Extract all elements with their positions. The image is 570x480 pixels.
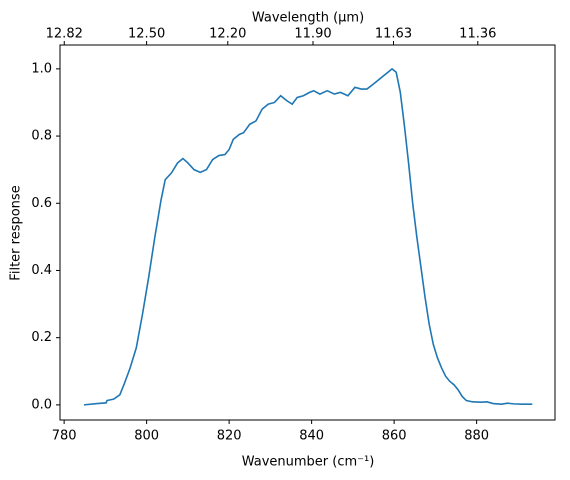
- x-axis-label: Wavenumber (cm⁻¹): [242, 455, 375, 470]
- x2-axis-label: Wavelength (μm): [252, 11, 364, 26]
- x2-tick-label: 11.63: [375, 27, 412, 42]
- x-tick-label: 880: [464, 429, 489, 444]
- y-tick-label: 0.2: [31, 330, 52, 345]
- y-tick-label: 0.8: [31, 129, 52, 144]
- line: [83, 67, 533, 406]
- x2-tick-label: 12.82: [46, 27, 83, 42]
- x-tick-label: 800: [134, 429, 159, 444]
- y-tick-label: 0.0: [31, 397, 52, 412]
- plot-frame: [59, 44, 556, 421]
- x2-tick-label: 12.20: [209, 27, 246, 42]
- x-tick-label: 820: [217, 429, 242, 444]
- x2-tick-label: 12.50: [128, 27, 165, 42]
- x2-tick-label: 11.90: [294, 27, 331, 42]
- x-tick-label: 840: [299, 429, 324, 444]
- y-tick-label: 0.6: [31, 196, 52, 211]
- x-tick-label: 860: [382, 429, 407, 444]
- x2-tick-label: 11.36: [459, 27, 496, 42]
- y-axis-label: Filter response: [9, 185, 24, 280]
- x-tick-label: 780: [52, 429, 77, 444]
- y-tick-label: 0.4: [31, 263, 52, 278]
- y-tick-label: 1.0: [31, 61, 52, 76]
